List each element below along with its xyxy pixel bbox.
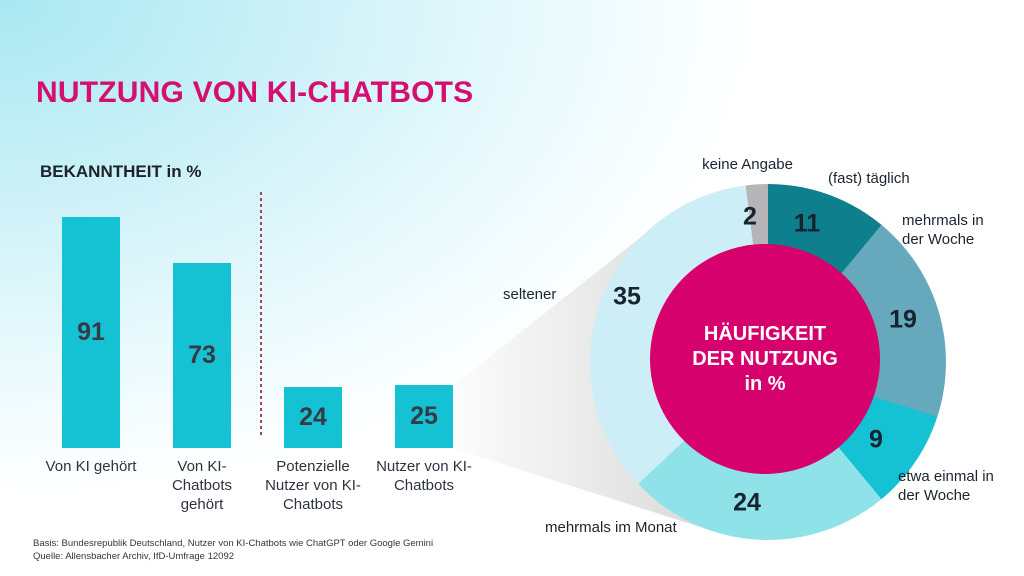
donut-center-title-line3: in %	[744, 372, 786, 395]
bar-value: 73	[188, 340, 216, 369]
bar-label-nutzer: Nutzer von KI-Chatbots	[376, 458, 472, 494]
page-title: NUTZUNG VON KI-CHATBOTS	[36, 76, 474, 109]
bar-von-ki-gehoert: 91	[62, 217, 120, 448]
segment-label-fast-taeglich: (fast) täglich	[828, 170, 910, 187]
segment-label-seltener: seltener	[503, 286, 557, 303]
bar-value: 25	[410, 401, 438, 430]
segment-label-etwa-einmal: etwa einmal in der Woche	[898, 468, 994, 504]
donut-center-title-line1: HÄUFIGKEIT	[703, 322, 827, 345]
dashed-divider-line	[260, 192, 262, 438]
segment-label-mehrmals-woche: mehrmals in der Woche	[902, 212, 984, 248]
segment-label-mehrmals-monat: mehrmals im Monat	[545, 519, 677, 536]
bar-label-von-ki-chatbots-gehoert: Von KI-Chatbots gehört	[171, 458, 233, 513]
source-basis: Basis: Bundesrepublik Deutschland, Nutze…	[33, 538, 434, 549]
bar-value: 91	[77, 318, 105, 346]
bar-potenzielle-nutzer: 24	[284, 387, 342, 448]
segment-value-seltener: 35	[613, 282, 641, 311]
donut-center-title-line2: DER NUTZUNG	[692, 347, 838, 370]
segment-value-etwa-einmal: 9	[869, 425, 883, 454]
segment-value-keine-angabe: 2	[743, 202, 757, 231]
segment-value-fast-taeglich: 11	[793, 209, 821, 238]
bar-chart-title: BEKANNTHEIT in %	[40, 162, 202, 181]
bar-nutzer: 25	[395, 384, 453, 448]
segment-value-mehrmals-woche: 19	[889, 305, 917, 334]
segment-value-mehrmals-monat: 24	[733, 488, 761, 517]
bar-value: 24	[299, 403, 327, 432]
segment-label-keine-angabe: keine Angabe	[702, 156, 793, 173]
bar-label-von-ki-gehoert: Von KI gehört	[45, 458, 137, 475]
bar-label-potenzielle-nutzer: Potenzielle Nutzer von KI-Chatbots	[265, 458, 361, 513]
bar-von-ki-chatbots-gehoert: 73	[173, 262, 231, 448]
source-note: Basis: Bundesrepublik Deutschland, Nutze…	[33, 537, 433, 563]
source-quelle: Quelle: Allensbacher Archiv, IfD-Umfrage…	[33, 551, 235, 562]
donut-center-circle: HÄUFIGKEIT DER NUTZUNG in %	[650, 244, 880, 474]
